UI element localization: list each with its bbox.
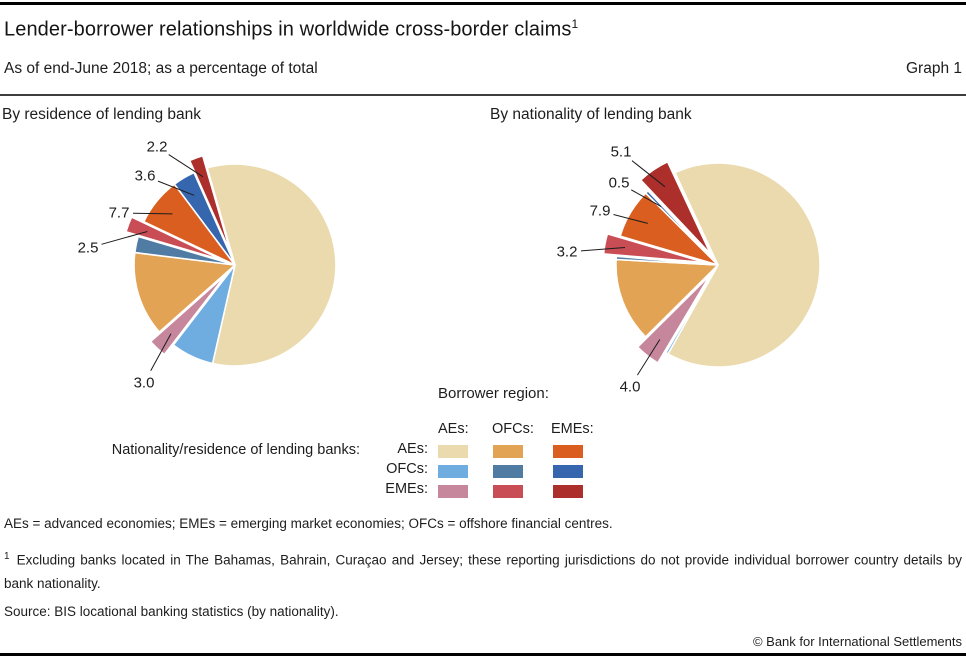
label-leader-line <box>101 231 148 245</box>
slice-value-label-EMEs-to-EMEs: 2.2 <box>147 139 168 156</box>
panel-title-residence: By residence of lending bank <box>2 106 202 123</box>
legend-swatch-EMEs-to-AEs <box>438 485 468 498</box>
top-rule <box>0 2 966 5</box>
header-divider <box>0 94 966 96</box>
legend-swatch-AEs-to-AEs <box>438 445 468 458</box>
slice-value-label-EMEs-to-AEs: 4.0 <box>620 379 641 396</box>
slice-value-label-EMEs-to-OFCs: 2.5 <box>78 240 99 257</box>
legend-borrower-header: Borrower region: <box>438 385 549 402</box>
pie-slice-AEs-to-AEs <box>206 163 337 367</box>
legend-swatch-AEs-to-OFCs <box>493 445 523 458</box>
label-leader-line <box>580 247 626 252</box>
pie-svg-1: 4.0 3.2 7.9 0.5 5.1 <box>557 144 821 396</box>
legend-swatch-AEs-to-EMEs <box>553 445 583 458</box>
pie-slice-OFCs-to-AEs <box>665 264 719 355</box>
slice-value-label-OFCs-to-EMEs: 0.5 <box>609 175 630 192</box>
pie-slice-OFCs-to-AEs <box>172 264 236 365</box>
slice-value-label-AEs-to-EMEs: 7.9 <box>590 203 611 220</box>
label-leader-line <box>168 154 204 178</box>
source-line: Source: BIS locational banking statistic… <box>4 604 339 619</box>
slice-value-label-EMEs-to-OFCs: 3.2 <box>557 244 578 261</box>
footnote-1-text: Excluding banks located in The Bahamas, … <box>4 552 962 591</box>
legend-row-label-OFCs: OFCs: <box>386 461 428 477</box>
pie-slice-EMEs-to-EMEs <box>639 161 712 255</box>
page-title: Lender-borrower relationships in worldwi… <box>4 17 578 42</box>
bottom-rule <box>0 653 966 656</box>
graph-number-label: Graph 1 <box>905 60 962 77</box>
pie-slice-OFCs-to-EMEs <box>173 171 236 266</box>
legend-lender-header: Nationality/residence of lending banks: <box>111 442 360 458</box>
label-leader-line <box>630 189 662 208</box>
label-leader-line <box>132 212 173 215</box>
legend-col-header-EMEs: EMEs: <box>551 421 594 437</box>
legend-swatch-EMEs-to-EMEs <box>553 485 583 498</box>
label-leader-line <box>157 180 195 196</box>
legend-row-label-AEs: AEs: <box>397 441 428 457</box>
footnote-1-marker: 1 <box>4 551 10 562</box>
label-leader-line <box>613 214 648 224</box>
panel-title-nationality: By nationality of lending bank <box>490 106 692 123</box>
footnote-abbreviations: AEs = advanced economies; EMEs = emergin… <box>4 516 613 531</box>
pie-slice-OFCs-to-OFCs <box>134 235 236 266</box>
page-title-text: Lender-borrower relationships in worldwi… <box>4 18 572 41</box>
label-leader-line <box>636 339 661 376</box>
legend-swatch-EMEs-to-OFCs <box>493 485 523 498</box>
pie-slice-AEs-to-OFCs <box>133 251 236 333</box>
pie-chart-nationality: 4.0 3.2 7.9 0.5 5.1 <box>520 130 850 402</box>
copyright-line: © Bank for International Settlements <box>752 634 962 649</box>
pie-slice-EMEs-to-AEs <box>636 274 711 364</box>
footnote-1: 1 Excluding banks located in The Bahamas,… <box>4 545 962 595</box>
pie-slice-EMEs-to-EMEs <box>188 154 232 254</box>
slice-value-label-AEs-to-EMEs: 7.7 <box>109 205 130 222</box>
slice-value-label-OFCs-to-EMEs: 3.6 <box>135 168 156 185</box>
pie-slice-OFCs-to-EMEs <box>644 190 719 266</box>
pie-svg-0: 3.0 2.5 7.7 3.6 2.2 <box>78 139 337 392</box>
legend-col-header-AEs: AEs: <box>438 421 469 437</box>
legend-row-label-EMEs: EMEs: <box>385 481 428 497</box>
legend-swatch-OFCs-to-OFCs <box>493 465 523 478</box>
legend-swatch-OFCs-to-AEs <box>438 465 468 478</box>
pie-slice-AEs-to-OFCs <box>615 258 719 338</box>
legend-col-header-OFCs: OFCs: <box>492 421 534 437</box>
slice-value-label-EMEs-to-AEs: 3.0 <box>134 375 155 392</box>
subtitle: As of end-June 2018; as a percentage of … <box>4 60 318 77</box>
slice-value-label-EMEs-to-EMEs: 5.1 <box>611 144 632 161</box>
legend-swatch-OFCs-to-EMEs <box>553 465 583 478</box>
pie-slice-EMEs-to-OFCs <box>602 233 706 264</box>
label-leader-line <box>150 333 172 371</box>
pie-slice-EMEs-to-AEs <box>149 273 227 356</box>
pie-slice-OFCs-to-OFCs <box>615 255 719 266</box>
label-leader-line <box>631 160 666 188</box>
pie-chart-residence: 3.0 2.5 7.7 3.6 2.2 <box>40 130 360 402</box>
title-footnote-marker: 1 <box>571 17 579 31</box>
pie-slice-EMEs-to-OFCs <box>125 216 224 262</box>
pie-slice-AEs-to-AEs <box>667 162 821 368</box>
